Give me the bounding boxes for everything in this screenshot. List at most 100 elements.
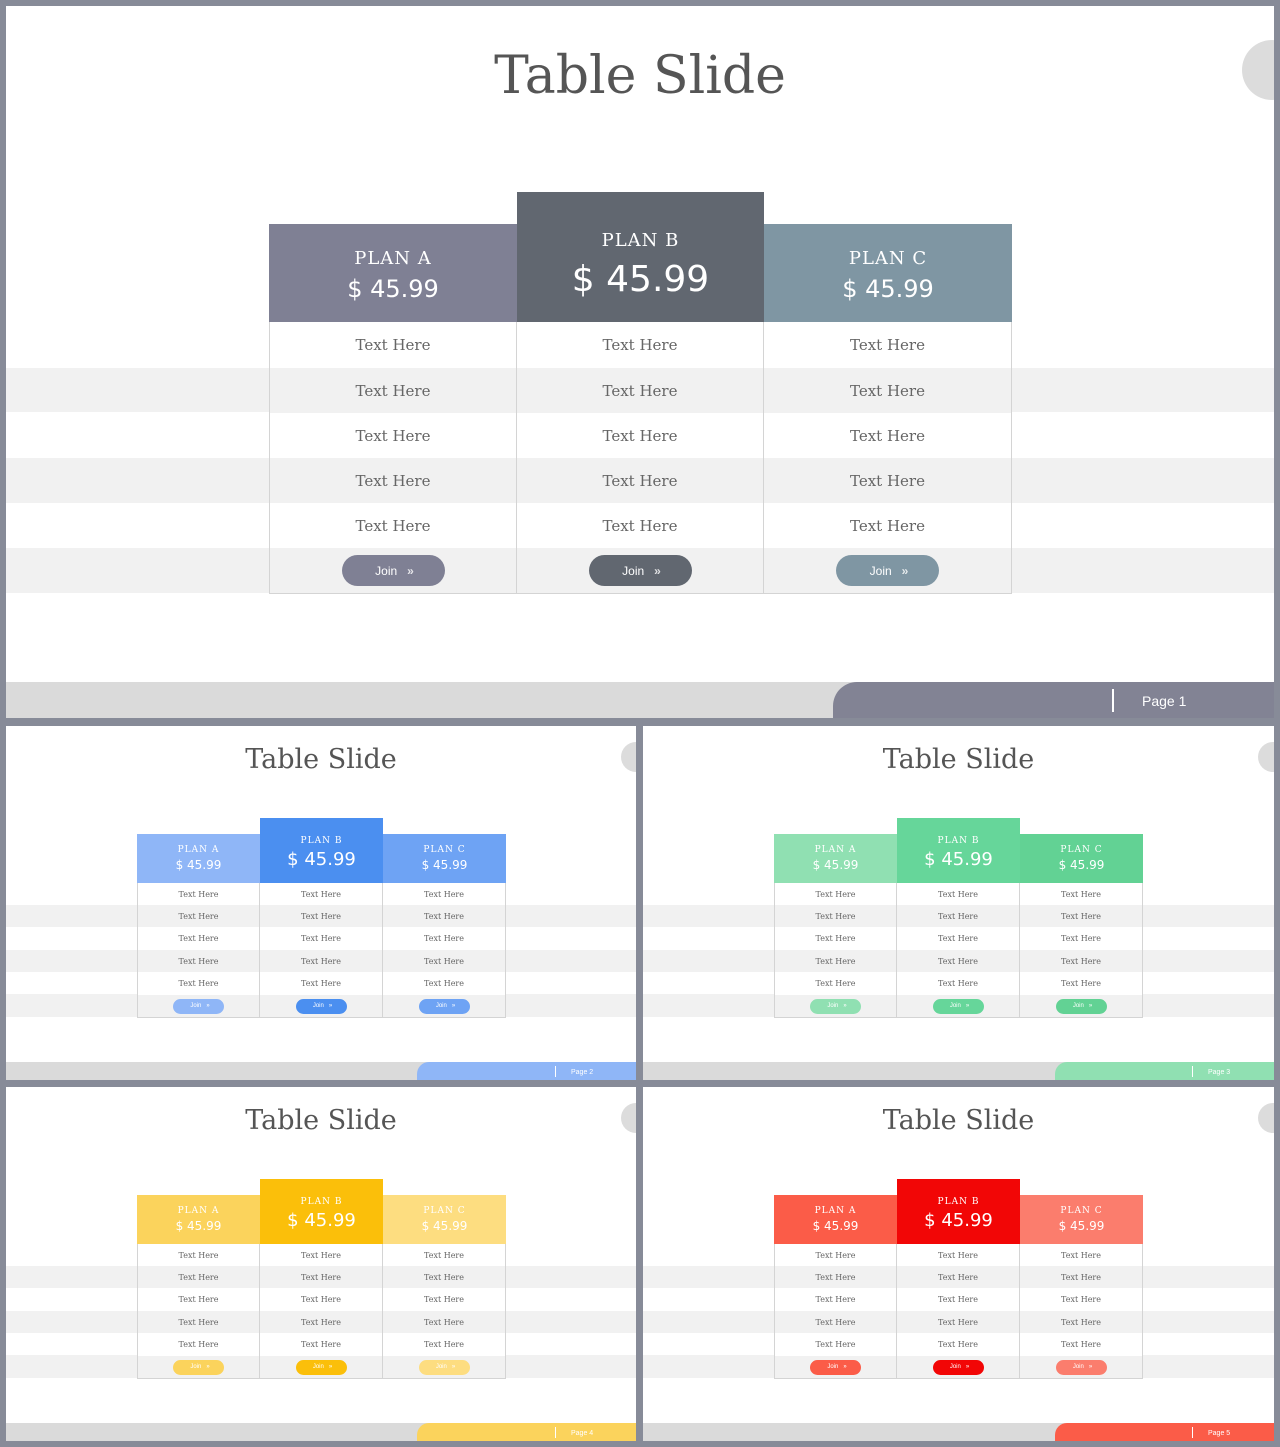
feature-row: Text Here [1020,905,1142,927]
slide-2: Table Slide PLAN A $ 45.99 Text Here Tex… [6,726,636,1080]
feature-row: Text Here [260,1266,382,1288]
footer-page-tab [1055,1062,1274,1080]
plan-b-column: PLAN B $ 45.99 Text Here Text Here Text … [897,818,1020,1018]
plan-a-features: Text Here Text Here Text Here Text Here … [137,1244,260,1379]
plan-a-features: Text Here Text Here Text Here Text Here … [137,883,260,1018]
feature-row: Text Here [775,1288,896,1311]
join-label: Join [949,1003,961,1009]
plan-c-header: PLAN C $ 45.99 [383,1195,506,1244]
feature-row: Text Here [260,1333,382,1356]
feature-row: Text Here [897,1266,1019,1288]
feature-row: Text Here [138,1266,259,1288]
feature-row: Text Here [270,368,516,413]
button-row: Join » [517,548,763,593]
join-button[interactable]: Join » [810,1359,861,1375]
feature-row: Text Here [775,972,896,995]
feature-row: Text Here [270,458,516,503]
feature-row: Text Here [775,1266,896,1288]
feature-row: Text Here [897,950,1019,972]
plan-b-header: PLAN B $ 45.99 [517,192,764,322]
pricing-table: PLAN A $ 45.99 Text Here Text Here Text … [137,1179,506,1379]
join-label: Join [435,1364,447,1370]
feature-row: Text Here [1020,972,1142,995]
join-button[interactable]: Join » [418,1359,470,1375]
join-button[interactable]: Join » [295,998,347,1014]
feature-row: Text Here [517,368,763,413]
feature-row: Text Here [517,413,763,458]
plan-a-header: PLAN A $ 45.99 [137,834,260,883]
button-row: Join » [270,548,516,593]
slide-5: Table Slide PLAN A $ 45.99 Text Here Tex… [643,1087,1274,1441]
page-number: Page 4 [571,1430,594,1437]
plan-b-header: PLAN B $ 45.99 [260,818,383,883]
pricing-table: PLAN A $ 45.99 Text Here Text Here Text … [269,192,1012,594]
button-row: Join » [138,995,259,1017]
feature-row: Text Here [383,1333,505,1356]
footer-divider [1192,1066,1193,1077]
plan-name: PLAN B [601,230,680,251]
join-button[interactable]: Join » [588,555,692,586]
feature-row: Text Here [775,883,896,905]
plan-price: $ 45.99 [812,858,859,872]
join-button[interactable]: Join » [173,1359,224,1375]
plan-price: $ 45.99 [287,1210,356,1231]
feature-row: Text Here [897,905,1019,927]
plan-price: $ 45.99 [812,1219,859,1233]
feature-row: Text Here [775,1333,896,1356]
plan-b-column: PLAN B $ 45.99 Text Here Text Here Text … [260,1179,383,1379]
plan-c-column: PLAN C $ 45.99 Text Here Text Here Text … [383,1179,506,1379]
plan-c-header: PLAN C $ 45.99 [1020,1195,1143,1244]
plan-name: PLAN C [423,845,466,855]
feature-row: Text Here [1020,1333,1142,1356]
feature-row: Text Here [1020,950,1142,972]
plan-price: $ 45.99 [1058,858,1105,872]
slide-title: Table Slide [882,1105,1035,1136]
feature-row: Text Here [1020,1244,1142,1266]
plan-price: $ 45.99 [842,275,934,303]
join-button[interactable]: Join » [810,998,861,1014]
plan-name: PLAN C [1060,1206,1103,1216]
join-button[interactable]: Join » [295,1359,347,1375]
plan-name: PLAN C [423,1206,466,1216]
feature-row: Text Here [260,972,382,995]
feature-row: Text Here [775,927,896,950]
plan-price: $ 45.99 [421,1219,468,1233]
join-label: Join [375,563,398,578]
join-button[interactable]: Join » [932,1359,984,1375]
plan-price: $ 45.99 [571,259,710,300]
join-label: Join [435,1003,447,1009]
plan-price: $ 45.99 [924,1210,993,1231]
feature-row: Text Here [517,458,763,503]
footer-divider [555,1066,556,1077]
join-button[interactable]: Join » [1055,1359,1107,1375]
join-button[interactable]: Join » [836,555,939,586]
feature-row: Text Here [764,322,1011,368]
join-button[interactable]: Join » [1055,998,1107,1014]
plan-name: PLAN A [177,845,220,855]
button-row: Join » [260,995,382,1017]
plan-a-column: PLAN A $ 45.99 Text Here Text Here Text … [269,192,517,594]
join-button[interactable]: Join » [341,555,445,586]
join-label: Join [190,1003,202,1009]
plan-c-column: PLAN C $ 45.99 Text Here Text Here Text … [383,818,506,1018]
join-button[interactable]: Join » [418,998,470,1014]
feature-row: Text Here [1020,1288,1142,1311]
feature-row: Text Here [764,368,1011,413]
plan-a-column: PLAN A $ 45.99 Text Here Text Here Text … [774,1179,897,1379]
feature-row: Text Here [260,927,382,950]
plan-name: PLAN B [937,836,980,846]
feature-row: Text Here [138,905,259,927]
join-button[interactable]: Join » [932,998,984,1014]
feature-row: Text Here [383,972,505,995]
feature-row: Text Here [138,883,259,905]
corner-decoration [621,1103,636,1133]
join-button[interactable]: Join » [173,998,224,1014]
button-row: Join » [138,1356,259,1378]
button-row: Join » [383,1356,505,1378]
feature-row: Text Here [764,503,1011,548]
feature-row: Text Here [897,972,1019,995]
plan-a-column: PLAN A $ 45.99 Text Here Text Here Text … [137,1179,260,1379]
plan-b-header: PLAN B $ 45.99 [897,818,1020,883]
plan-b-features: Text Here Text Here Text Here Text Here … [260,1244,383,1379]
plan-c-features: Text Here Text Here Text Here Text Here … [383,883,506,1018]
